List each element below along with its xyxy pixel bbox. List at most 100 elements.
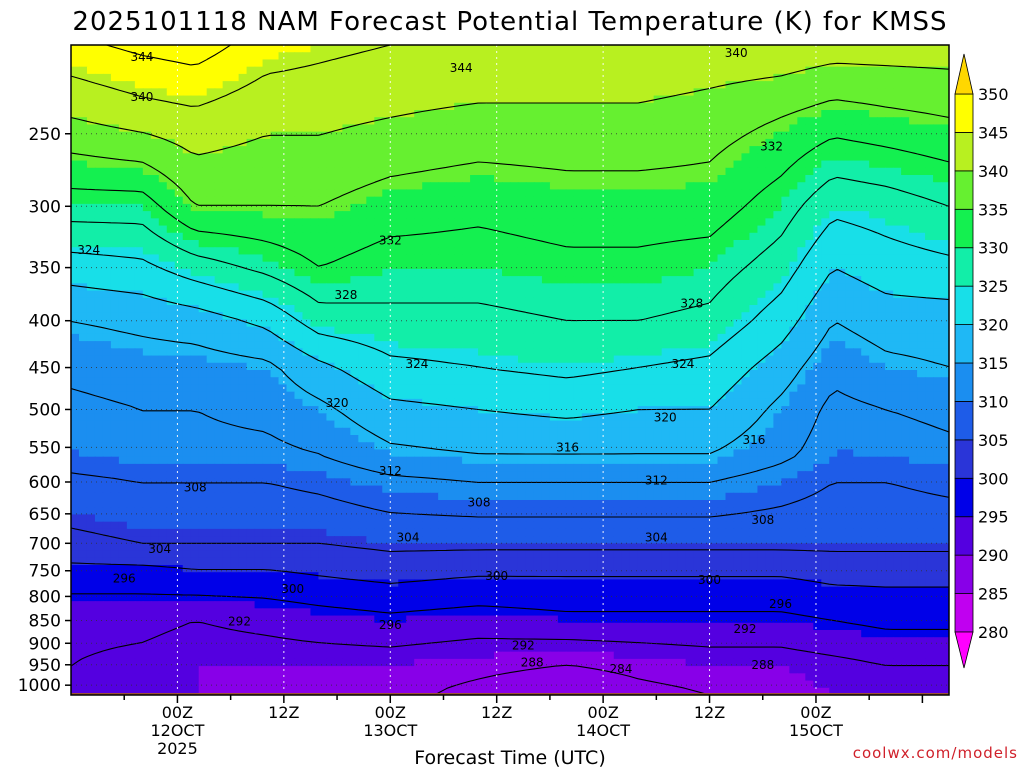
field-cell: [342, 175, 351, 183]
field-cell: [789, 102, 798, 111]
field-cell: [214, 117, 224, 126]
field-cell: [278, 362, 288, 371]
field-cell: [813, 196, 822, 205]
field-cell: [925, 160, 934, 169]
field-cell: [158, 146, 168, 154]
field-cell: [102, 167, 112, 176]
field-cell: [869, 218, 878, 227]
field-cell: [502, 240, 511, 248]
field-cell: [645, 333, 655, 342]
field-cell: [422, 305, 431, 313]
field-cell: [446, 218, 455, 227]
field-cell: [182, 319, 192, 328]
field-cell: [557, 355, 567, 364]
field-cell: [525, 283, 535, 292]
field-cell: [270, 167, 280, 176]
field-cell: [581, 196, 591, 205]
field-cell: [757, 261, 767, 270]
field-cell: [478, 146, 487, 154]
field-cell: [182, 66, 192, 75]
field-cell: [462, 110, 471, 118]
field-cell: [941, 117, 949, 126]
field-cell: [350, 81, 359, 89]
field-cell: [685, 153, 695, 162]
field-cell: [126, 283, 136, 292]
field-cell: [390, 196, 399, 205]
field-cell: [398, 167, 407, 176]
field-cell: [901, 254, 910, 263]
field-cell: [733, 182, 743, 191]
field-cell: [478, 225, 487, 234]
field-cell: [549, 189, 559, 198]
field-cell: [725, 211, 735, 219]
field-cell: [310, 52, 320, 61]
field-cell: [246, 160, 256, 169]
field-cell: [270, 203, 280, 212]
field-cell: [741, 319, 751, 328]
field-cell: [422, 59, 431, 68]
field-cell: [557, 66, 567, 75]
field-cell: [717, 211, 727, 219]
field-cell: [533, 326, 543, 335]
field-cell: [549, 160, 559, 169]
field-cell: [398, 326, 407, 335]
field-cell: [222, 182, 232, 191]
field-cell: [629, 312, 639, 321]
field-cell: [302, 218, 312, 227]
field-cell: [222, 254, 232, 263]
field-cell: [462, 297, 471, 306]
field-cell: [941, 59, 949, 68]
field-cell: [246, 254, 256, 263]
field-cell: [438, 95, 447, 104]
field-cell: [166, 110, 176, 118]
field-cell: [549, 305, 559, 313]
field-cell: [869, 182, 878, 191]
field-cell: [829, 45, 838, 53]
field-cell: [645, 305, 655, 313]
field-cell: [669, 247, 679, 256]
field-cell: [829, 283, 838, 292]
field-cell: [406, 95, 415, 104]
field-cell: [406, 283, 415, 292]
field-cell: [517, 312, 527, 321]
field-cell: [198, 254, 208, 263]
field-cell: [286, 146, 296, 154]
field-cell: [621, 175, 631, 183]
field-cell: [238, 45, 248, 53]
field-cell: [510, 326, 519, 335]
field-cell: [557, 326, 567, 335]
field-cell: [741, 160, 751, 169]
field-cell: [637, 211, 647, 219]
field-cell: [637, 305, 647, 313]
field-cell: [621, 124, 631, 133]
field-cell: [478, 268, 487, 277]
field-cell: [821, 175, 830, 183]
field-cell: [685, 52, 695, 61]
field-cell: [765, 138, 774, 147]
field-cell: [677, 333, 687, 342]
field-cell: [278, 146, 288, 154]
field-cell: [725, 66, 735, 75]
field-cell: [494, 146, 503, 154]
field-cell: [853, 261, 862, 270]
field-cell: [517, 52, 527, 61]
field-cell: [422, 124, 431, 133]
field-cell: [885, 124, 894, 133]
field-cell: [470, 348, 479, 357]
field-cell: [302, 276, 312, 284]
field-cell: [861, 81, 870, 89]
field-cell: [773, 240, 782, 248]
field-cell: [398, 247, 407, 256]
field-cell: [71, 261, 80, 270]
field-cell: [238, 362, 248, 371]
field-cell: [438, 66, 447, 75]
field-cell: [158, 45, 168, 53]
field-cell: [310, 312, 320, 321]
field-cell: [182, 283, 192, 292]
field-cell: [557, 160, 567, 169]
field-cell: [118, 261, 128, 270]
field-cell: [262, 175, 272, 183]
field-cell: [414, 254, 423, 263]
field-cell: [829, 312, 838, 321]
field-cell: [94, 138, 104, 147]
